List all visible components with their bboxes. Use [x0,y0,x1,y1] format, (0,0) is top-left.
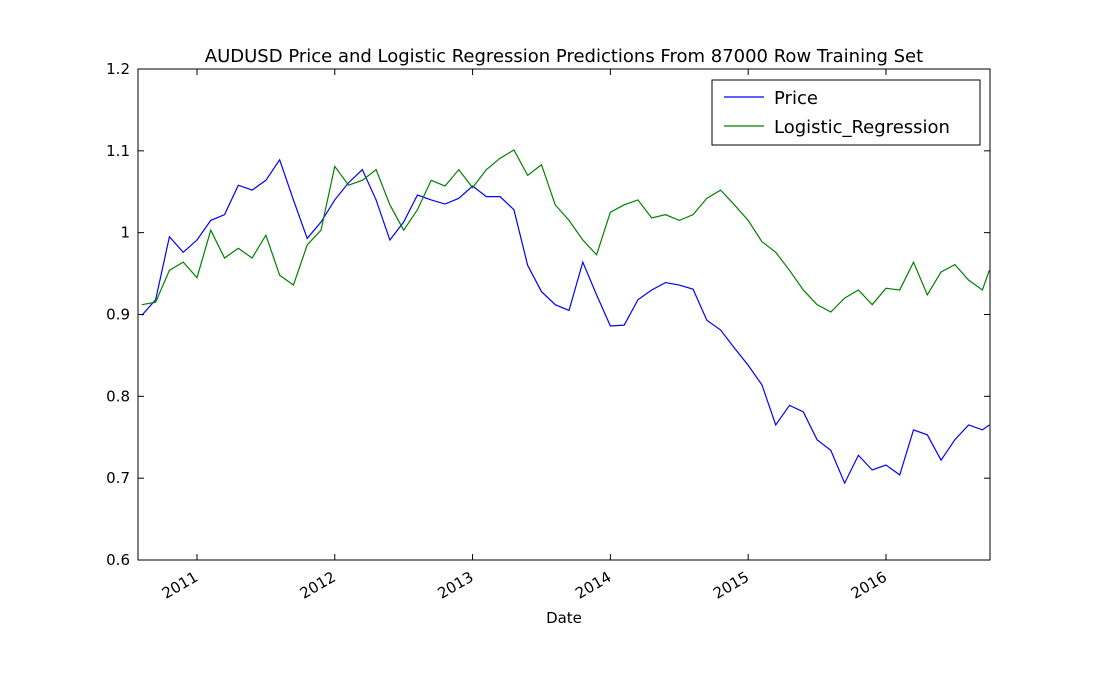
x-tick-label: 2011 [159,568,201,603]
y-tick-label: 0.6 [106,551,130,569]
y-tick-label: 1 [120,224,130,242]
plot-frame [137,68,991,561]
series-line [141,149,990,313]
y-tick-label: 1.2 [106,60,130,78]
legend-label: Logistic_Regression [774,117,950,138]
x-tick-label: 2016 [848,568,890,603]
y-tick-label: 0.9 [106,306,130,324]
chart-title: AUDUSD Price and Logistic Regression Pre… [205,46,923,67]
legend-label: Price [774,88,818,109]
y-tick-label: 1.1 [106,142,130,160]
x-tick-label: 2013 [435,568,477,603]
x-tick-label: 2012 [297,568,339,603]
legend-box [711,79,981,146]
x-tick-label: 2015 [710,568,752,603]
x-axis-label: Date [546,609,582,627]
y-tick-label: 0.8 [106,387,130,405]
y-tick-label: 0.7 [106,469,130,487]
series-line [141,158,990,485]
legend: Price Logistic_Regression [711,79,981,146]
x-tick-label: 2014 [572,568,614,603]
